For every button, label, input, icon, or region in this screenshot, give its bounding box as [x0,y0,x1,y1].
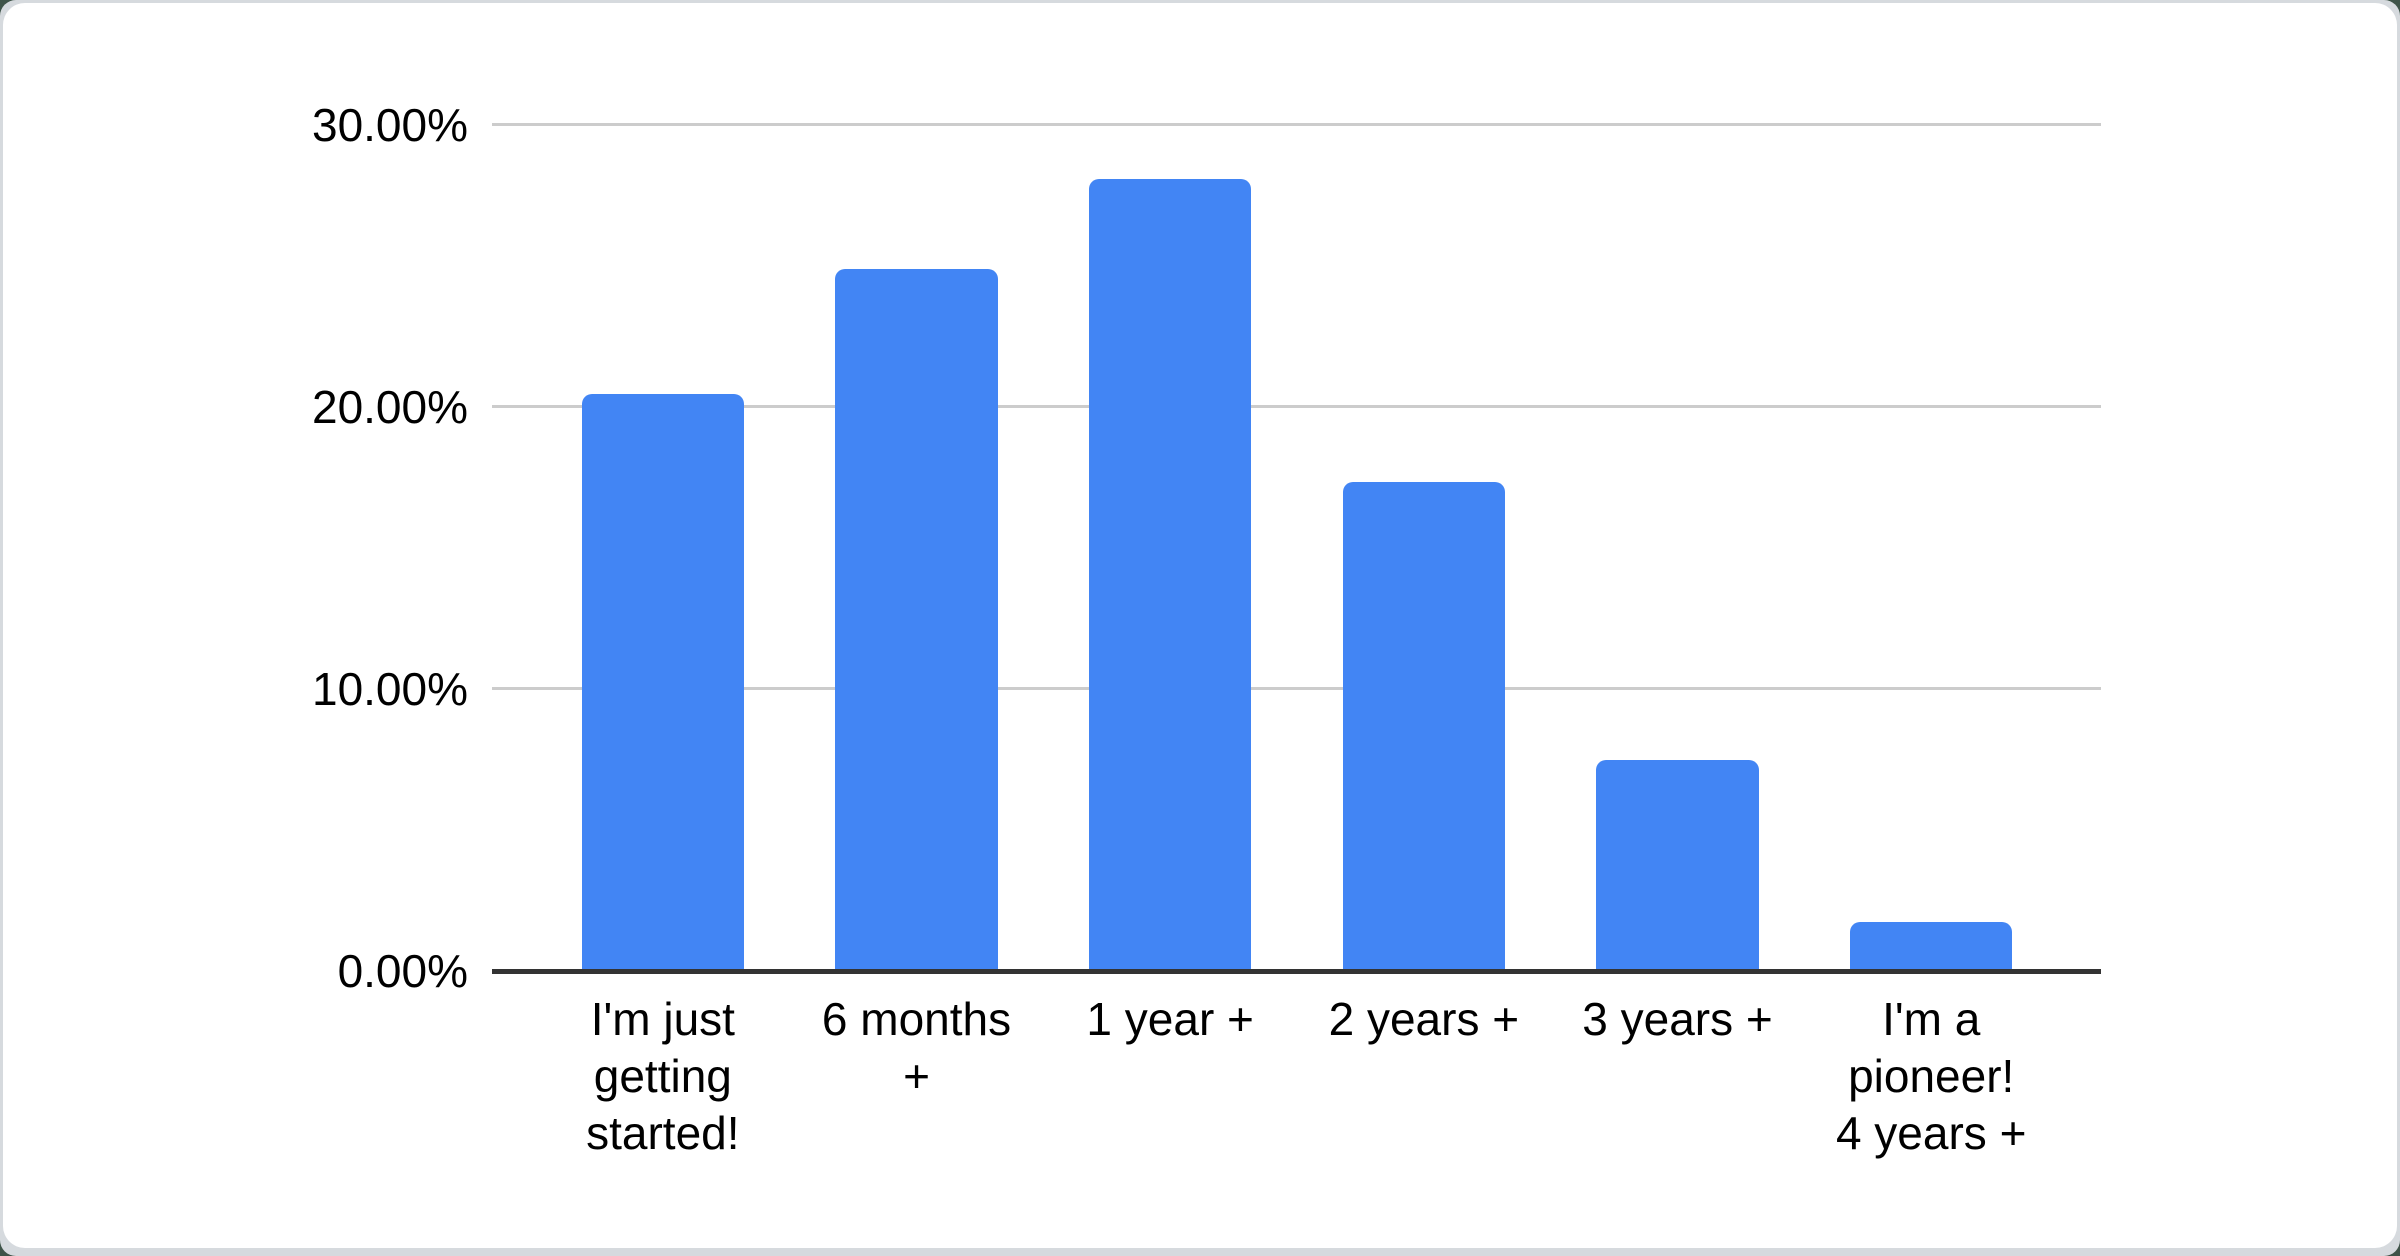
x-category-label: I'm a pioneer! 4 years + [1835,993,2027,1159]
x-category-label: 2 years + [1328,993,1520,1045]
x-category-label: 6 months + [821,993,1012,1102]
gridline [492,405,2101,408]
x-axis-line [492,969,2101,974]
bar-slot [1551,125,1805,971]
x-category-label: 1 year + [1086,993,1254,1045]
bar[interactable] [581,394,744,971]
bar[interactable] [835,268,998,971]
bar[interactable] [1850,921,2013,971]
bars-container [536,125,2058,971]
x-category-label: 3 years + [1582,993,1773,1045]
y-tick-label: 10.00% [311,663,468,715]
gridline [492,123,2101,126]
x-category-label: I'm just getting started! [586,993,740,1159]
y-tick-label: 20.00% [311,381,468,433]
y-tick-label: 0.00% [337,945,468,997]
gridline [492,687,2101,690]
bar-slot [790,125,1044,971]
bar[interactable] [1596,759,1759,971]
bar-slot [536,125,790,971]
chart-card: 30.00% 20.00% 10.00% 0.00% I'm just getting… [3,3,2397,1248]
bar-slot [1804,125,2058,971]
x-axis-labels: I'm just getting started! 6 months + 1 yea… [536,991,2058,1162]
bar-slot [1297,125,1551,971]
bar[interactable] [1342,481,1506,971]
bar[interactable] [1089,178,1252,971]
bar-chart: 30.00% 20.00% 10.00% 0.00% I'm just getting… [3,3,2397,1248]
y-tick-label: 30.00% [311,99,468,151]
bar-slot [1043,125,1297,971]
